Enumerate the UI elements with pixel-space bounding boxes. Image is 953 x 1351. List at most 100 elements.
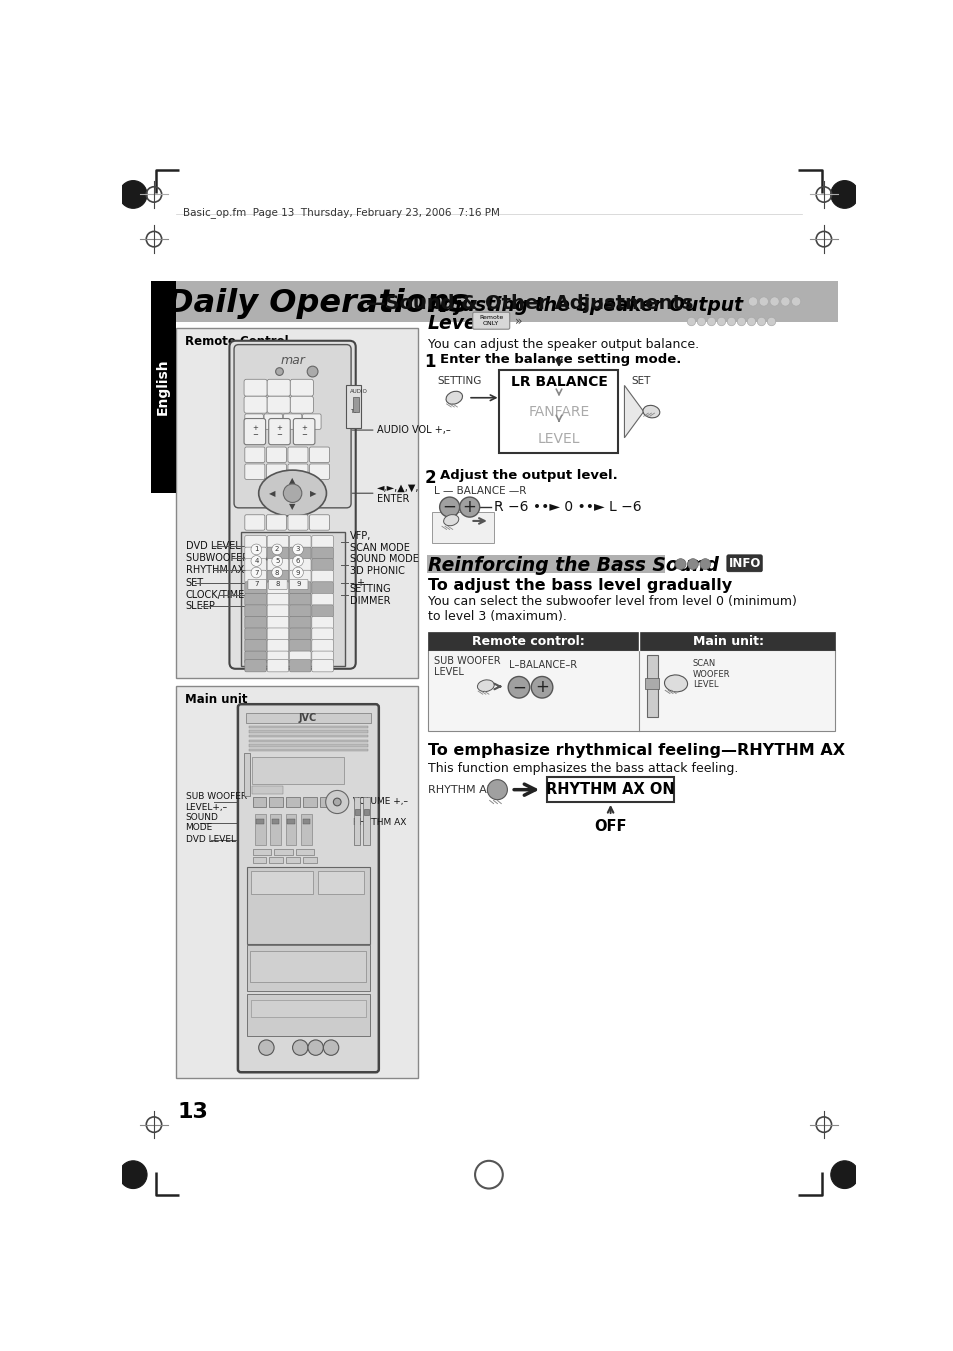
Bar bbox=[250, 951, 365, 982]
FancyBboxPatch shape bbox=[237, 704, 378, 1073]
Bar bbox=[247, 946, 370, 992]
Bar bbox=[249, 744, 368, 747]
Circle shape bbox=[439, 497, 459, 517]
Circle shape bbox=[706, 317, 715, 326]
Text: −: − bbox=[512, 678, 525, 696]
Text: Remote
ONLY: Remote ONLY bbox=[478, 315, 503, 326]
Circle shape bbox=[757, 317, 765, 326]
Text: 7: 7 bbox=[254, 581, 259, 588]
Text: Adjust the output level.: Adjust the output level. bbox=[439, 469, 617, 481]
Text: SETTING
DIMMER: SETTING DIMMER bbox=[349, 584, 391, 605]
Bar bbox=[274, 848, 293, 855]
Bar bbox=[249, 725, 368, 728]
Text: DVD LEVEL: DVD LEVEL bbox=[185, 542, 240, 551]
Bar bbox=[286, 857, 300, 863]
Circle shape bbox=[769, 297, 779, 307]
FancyBboxPatch shape bbox=[288, 463, 308, 480]
Bar bbox=[364, 809, 369, 815]
FancyBboxPatch shape bbox=[293, 419, 314, 444]
Circle shape bbox=[283, 484, 301, 503]
Bar bbox=[241, 532, 345, 666]
Bar bbox=[272, 819, 279, 824]
Bar bbox=[251, 870, 313, 893]
FancyBboxPatch shape bbox=[302, 413, 321, 430]
FancyBboxPatch shape bbox=[233, 345, 351, 508]
Text: RHYTHM AX: RHYTHM AX bbox=[185, 565, 244, 576]
Text: Basic_op.fm  Page 13  Thursday, February 23, 2006  7:16 PM: Basic_op.fm Page 13 Thursday, February 2… bbox=[183, 207, 499, 218]
Text: Remote Control: Remote Control bbox=[185, 335, 288, 347]
Circle shape bbox=[293, 567, 303, 578]
Text: +
−: + − bbox=[276, 426, 282, 438]
FancyBboxPatch shape bbox=[312, 535, 333, 549]
Text: SET: SET bbox=[185, 578, 203, 588]
Bar bbox=[253, 857, 266, 863]
FancyBboxPatch shape bbox=[309, 447, 329, 462]
FancyBboxPatch shape bbox=[473, 312, 509, 330]
Bar bbox=[254, 815, 265, 846]
FancyBboxPatch shape bbox=[264, 413, 282, 430]
Text: ▶: ▶ bbox=[310, 489, 316, 497]
FancyBboxPatch shape bbox=[289, 580, 308, 589]
Bar bbox=[302, 819, 310, 824]
Bar bbox=[269, 797, 283, 807]
Circle shape bbox=[830, 1161, 858, 1189]
Text: 4: 4 bbox=[253, 558, 258, 563]
Text: SUBWOOFER LEVEL: SUBWOOFER LEVEL bbox=[185, 553, 281, 563]
Text: 2: 2 bbox=[274, 546, 279, 553]
Bar bbox=[249, 735, 368, 738]
FancyBboxPatch shape bbox=[267, 616, 289, 628]
Text: L–BALANCE–R: L–BALANCE–R bbox=[508, 659, 577, 670]
FancyBboxPatch shape bbox=[312, 582, 333, 594]
FancyBboxPatch shape bbox=[245, 605, 266, 617]
FancyBboxPatch shape bbox=[245, 413, 263, 430]
Circle shape bbox=[293, 1040, 308, 1055]
FancyBboxPatch shape bbox=[283, 413, 301, 430]
Text: CLOCK/TIMER: CLOCK/TIMER bbox=[185, 590, 252, 600]
FancyBboxPatch shape bbox=[267, 535, 289, 549]
FancyBboxPatch shape bbox=[289, 651, 311, 663]
FancyBboxPatch shape bbox=[245, 535, 266, 549]
Ellipse shape bbox=[664, 676, 687, 692]
Ellipse shape bbox=[476, 680, 494, 692]
FancyBboxPatch shape bbox=[289, 593, 311, 605]
FancyBboxPatch shape bbox=[267, 396, 290, 413]
Bar bbox=[287, 819, 294, 824]
Bar bbox=[301, 815, 312, 846]
Bar bbox=[251, 1000, 366, 1017]
Bar bbox=[253, 797, 266, 807]
FancyBboxPatch shape bbox=[312, 605, 333, 617]
Text: INFO: INFO bbox=[727, 557, 760, 570]
Text: SET: SET bbox=[631, 376, 650, 386]
FancyBboxPatch shape bbox=[244, 396, 267, 413]
Circle shape bbox=[308, 1040, 323, 1055]
Text: OFF: OFF bbox=[594, 819, 626, 834]
FancyBboxPatch shape bbox=[267, 605, 289, 617]
FancyBboxPatch shape bbox=[289, 605, 311, 617]
Circle shape bbox=[717, 317, 725, 326]
FancyBboxPatch shape bbox=[289, 616, 311, 628]
Text: 13: 13 bbox=[177, 1101, 208, 1121]
Text: SUB WOOFER
LEVEL+,–: SUB WOOFER LEVEL+,– bbox=[185, 792, 247, 812]
FancyBboxPatch shape bbox=[267, 559, 289, 571]
Text: You can select the subwoofer level from level 0 (minimum)
to level 3 (maximum).: You can select the subwoofer level from … bbox=[428, 594, 796, 623]
Text: Adjusting the Speaker Output: Adjusting the Speaker Output bbox=[428, 296, 742, 315]
Text: mar: mar bbox=[280, 354, 305, 366]
Text: AUDIO VOL +,–: AUDIO VOL +,– bbox=[376, 426, 451, 435]
FancyBboxPatch shape bbox=[312, 659, 333, 671]
FancyBboxPatch shape bbox=[245, 559, 266, 571]
Bar bbox=[249, 748, 368, 751]
Bar bbox=[256, 819, 264, 824]
Bar bbox=[317, 870, 364, 893]
Circle shape bbox=[307, 366, 317, 377]
Text: VFP,
SCAN MODE: VFP, SCAN MODE bbox=[349, 531, 409, 553]
FancyBboxPatch shape bbox=[312, 593, 333, 605]
Text: —Sound & Other Adjustments: —Sound & Other Adjustments bbox=[366, 295, 693, 313]
Text: L — BALANCE —R: L — BALANCE —R bbox=[434, 485, 526, 496]
Text: SUB WOOFER
LEVEL: SUB WOOFER LEVEL bbox=[434, 655, 500, 677]
Text: English: English bbox=[156, 358, 170, 415]
Text: RHYTHM AX: RHYTHM AX bbox=[428, 785, 494, 794]
FancyBboxPatch shape bbox=[245, 463, 265, 480]
FancyBboxPatch shape bbox=[267, 593, 289, 605]
FancyBboxPatch shape bbox=[245, 447, 265, 462]
Circle shape bbox=[487, 780, 507, 800]
